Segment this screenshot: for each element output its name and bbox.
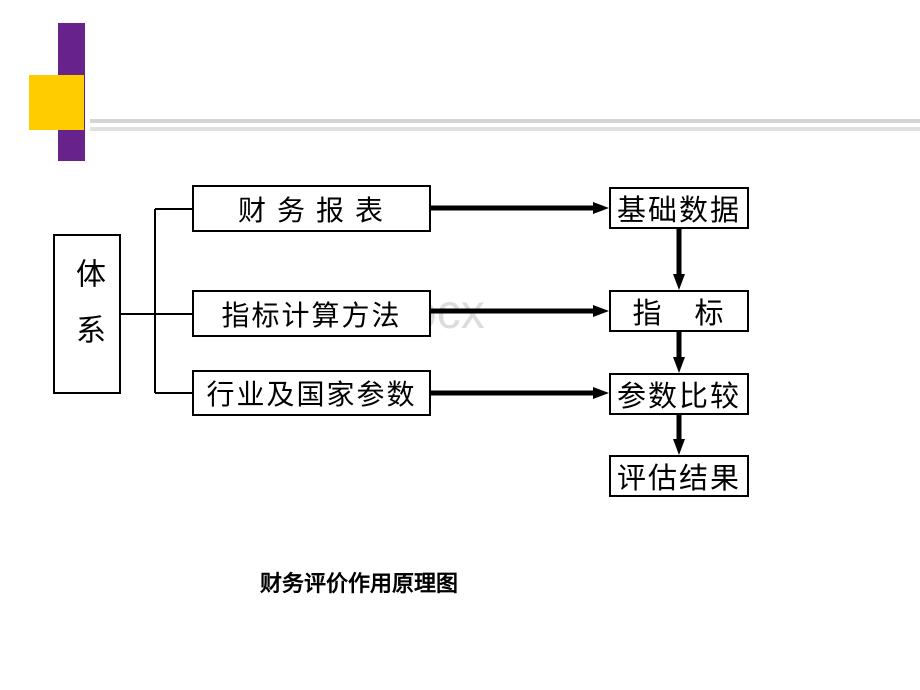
node-fin-stmt: 财 务 报 表 [192, 185, 431, 232]
node-fin-stmt-label: 财 务 报 表 [238, 189, 385, 229]
node-industry-param: 行业及国家参数 [192, 370, 431, 416]
diagram-caption: 财务评价作用原理图 [260, 566, 458, 598]
node-system: 体系 [53, 234, 121, 394]
node-indicator-label: 指 标 [632, 290, 725, 332]
node-eval-result: 评估结果 [609, 455, 749, 497]
node-calc-method: 指标计算方法 [192, 290, 431, 337]
bracket-lines [121, 209, 192, 393]
deco-bot-stripe [90, 127, 920, 131]
node-industry-param-label: 行业及国家参数 [206, 373, 416, 413]
deco-yellow-square [29, 75, 84, 130]
node-base-data: 基础数据 [609, 187, 749, 229]
node-param-compare-label: 参数比较 [617, 373, 741, 415]
node-eval-result-label: 评估结果 [617, 455, 741, 497]
node-system-label: 体系 [65, 258, 109, 370]
node-indicator: 指 标 [609, 290, 749, 332]
node-calc-method-label: 指标计算方法 [221, 294, 401, 334]
node-param-compare: 参数比较 [609, 373, 749, 415]
node-base-data-label: 基础数据 [617, 187, 741, 229]
deco-top-stripe [90, 119, 920, 123]
connectors-svg [0, 0, 920, 690]
